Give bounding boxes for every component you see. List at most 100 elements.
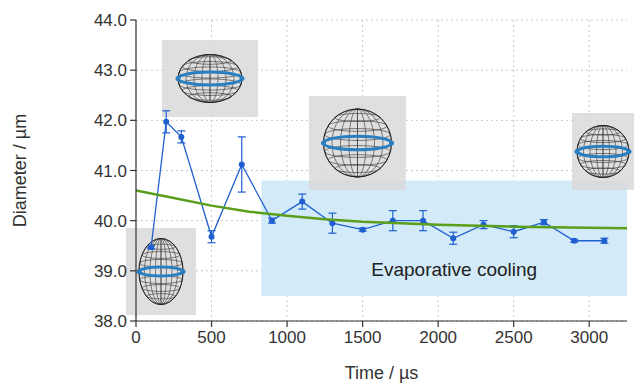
x-tick-label: 500	[197, 328, 225, 347]
icon-meridian	[323, 109, 391, 177]
y-tick	[130, 120, 136, 121]
axes: 38.039.040.041.042.043.044.0050010001500…	[94, 11, 627, 347]
icon-meridian	[349, 109, 366, 177]
data-point	[601, 238, 607, 244]
x-tick-label: 2500	[495, 328, 533, 347]
error-bar	[298, 194, 306, 209]
data-point	[163, 119, 169, 125]
x-tick	[211, 321, 212, 327]
x-tick-label: 2000	[419, 328, 457, 347]
icon-dot	[137, 269, 142, 274]
chart: 38.039.040.041.042.043.044.0050010001500…	[0, 0, 636, 390]
data-point	[360, 227, 366, 233]
icon-meridian	[178, 55, 242, 103]
y-tick-label: 43.0	[94, 61, 127, 80]
error-bar	[600, 238, 608, 243]
icon-meridian	[332, 109, 383, 177]
error-bar	[389, 211, 397, 231]
icon-dot	[176, 76, 181, 81]
x-tick-label: 1500	[344, 328, 382, 347]
icon-parallel	[328, 155, 387, 166]
shape-icons	[126, 40, 634, 315]
data-point	[329, 220, 335, 226]
icon-parallel	[586, 129, 620, 135]
error-bar	[208, 231, 216, 243]
data-point	[450, 235, 456, 241]
icon-parallel	[189, 93, 231, 101]
icon-dot	[575, 149, 580, 154]
icon-parallel	[586, 168, 620, 174]
error-bar	[449, 232, 457, 244]
icon-parallel	[189, 57, 231, 65]
y-tick	[130, 70, 136, 71]
icon-outline	[139, 239, 183, 305]
data-point	[148, 244, 154, 250]
x-tick	[362, 321, 363, 327]
icon-meridian	[160, 239, 161, 305]
icon-meridian	[155, 239, 166, 305]
y-tick-label: 41.0	[94, 162, 127, 181]
shape-icon	[309, 96, 406, 190]
data-point	[269, 218, 275, 224]
icon-meridian	[144, 239, 177, 305]
icon-outline	[577, 126, 629, 178]
error-bar	[238, 137, 246, 192]
icon-meridian	[583, 126, 622, 178]
icon-meridian	[340, 109, 374, 177]
shape-icon	[162, 40, 258, 117]
error-bar	[540, 220, 548, 225]
icon-background	[162, 40, 258, 117]
y-tick-label: 42.0	[94, 111, 127, 130]
x-tick	[135, 321, 136, 327]
annotation-text: Evaporative cooling	[371, 259, 537, 280]
icon-parallel	[580, 160, 625, 168]
icon-meridian	[139, 239, 183, 305]
series-line	[136, 191, 627, 229]
icon-parallel	[328, 121, 387, 132]
annotation-region	[261, 181, 627, 296]
icon-dot	[240, 76, 245, 81]
data-point	[178, 134, 184, 140]
icon-parallel	[182, 62, 237, 72]
y-tick	[130, 270, 136, 271]
y-tick	[130, 170, 136, 171]
icon-parallel	[335, 164, 380, 172]
error-bar	[162, 111, 170, 133]
y-tick-label: 40.0	[94, 212, 127, 231]
error-bar	[419, 211, 427, 231]
x-tick	[438, 321, 439, 327]
error-bar	[328, 213, 336, 233]
x-tick	[589, 321, 590, 327]
icon-outline	[178, 55, 242, 103]
icon-meridian	[357, 109, 358, 177]
data-point	[209, 234, 215, 240]
y-tick	[130, 220, 136, 221]
plot-area	[261, 181, 627, 296]
data-point	[571, 238, 577, 244]
y-tick-label: 38.0	[94, 312, 127, 331]
icon-meridian	[596, 126, 609, 178]
error-bar	[268, 218, 276, 223]
icon-meridian	[577, 126, 629, 178]
icon-parallel	[146, 244, 175, 249]
x-tick	[286, 321, 287, 327]
y-axis-title: Diameter / µm	[10, 114, 30, 227]
x-tick-label: 3000	[570, 328, 608, 347]
data-point	[299, 199, 305, 205]
y-tick-label: 44.0	[94, 11, 127, 30]
icon-meridian	[590, 126, 616, 178]
x-tick-label: 1000	[268, 328, 306, 347]
icon-parallel	[142, 252, 180, 259]
icon-parallel	[182, 86, 237, 96]
data-point	[511, 229, 517, 235]
grid-line	[136, 321, 627, 322]
x-axis-title: Time / µs	[345, 363, 419, 383]
data-point	[541, 219, 547, 225]
icon-background	[309, 96, 406, 190]
icon-meridian	[602, 126, 603, 178]
icon-equator	[324, 136, 392, 150]
icon-equator	[178, 72, 242, 85]
shape-icon	[572, 113, 634, 190]
icon-equator	[577, 146, 629, 156]
x-tick-label: 0	[131, 328, 140, 347]
